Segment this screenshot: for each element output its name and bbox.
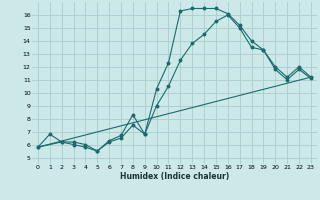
X-axis label: Humidex (Indice chaleur): Humidex (Indice chaleur): [120, 172, 229, 181]
